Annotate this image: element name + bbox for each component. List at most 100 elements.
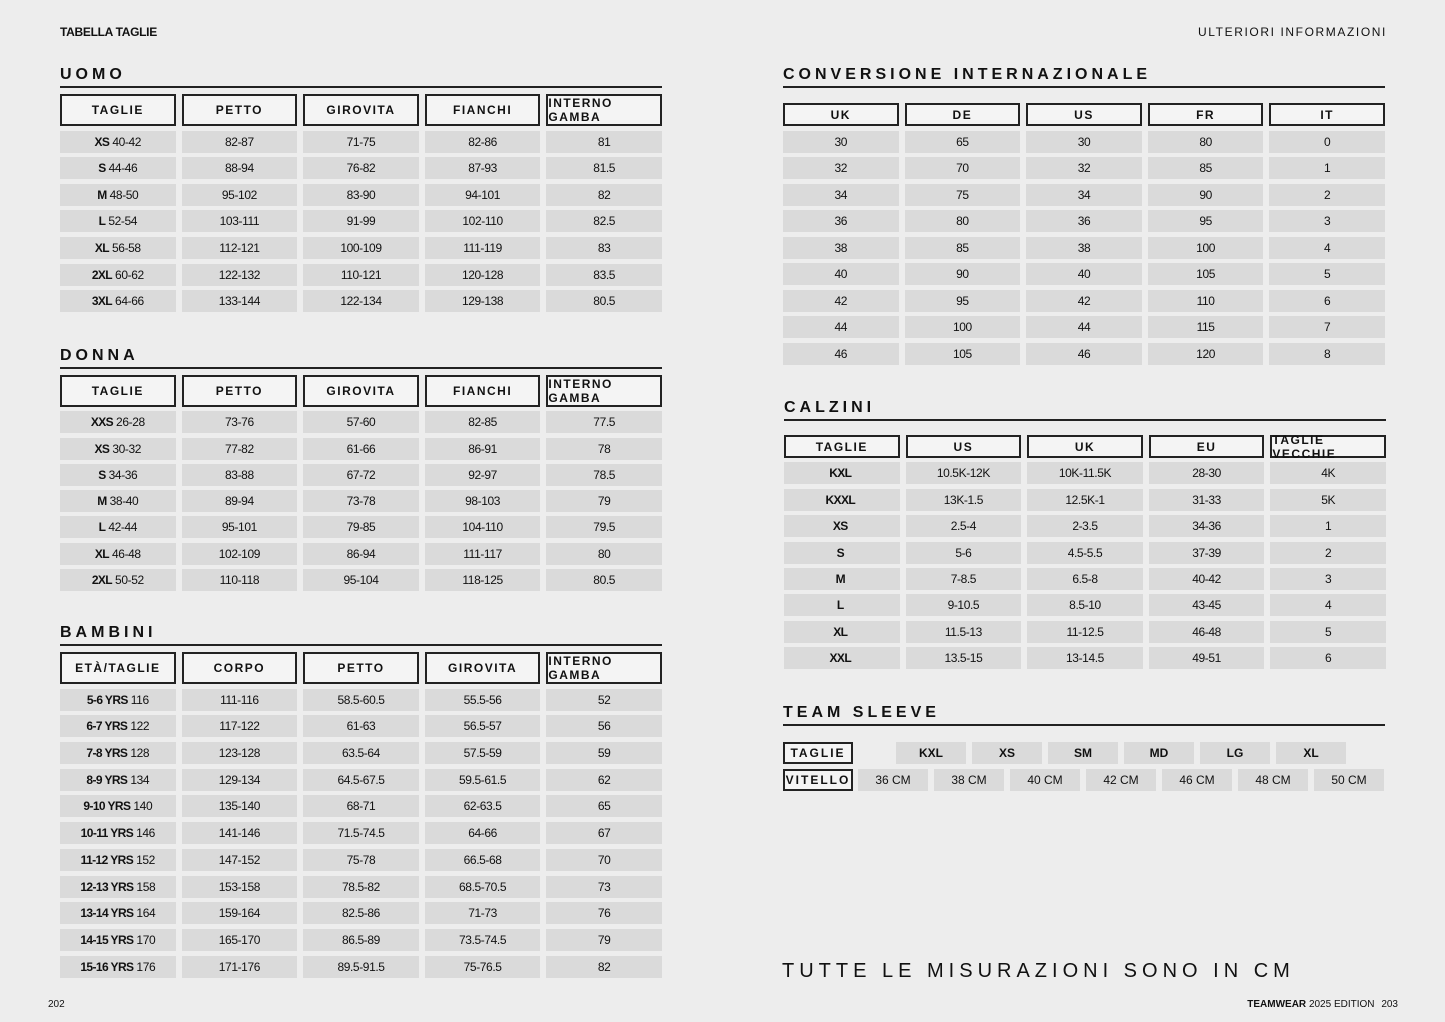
table-cell: 91-99: [303, 210, 419, 233]
size-cell: S 44-46: [60, 157, 176, 180]
size-value: 42-44: [108, 520, 138, 535]
table-cell: 82-85: [424, 411, 541, 434]
table-cell: 58.5-60.5: [303, 688, 419, 711]
table-cell: 165-170: [181, 928, 298, 951]
team-sleeve-sizes-row: TAGLIE: [783, 742, 853, 764]
table-cell: 34: [1026, 183, 1142, 206]
size-cell: 9-10 YRS 140: [60, 795, 176, 818]
size-label: L: [836, 598, 844, 613]
size-label: S: [98, 467, 106, 482]
size-cell: XL 56-58: [60, 236, 176, 259]
size-cell: M 48-50: [60, 183, 176, 206]
table-cell: 147-152: [181, 848, 298, 871]
table-cell: 85: [904, 236, 1021, 259]
table-cell: 56.5-57: [424, 715, 541, 738]
size-label: XXS: [90, 415, 114, 430]
calf-size-cell: 42 CM: [1086, 769, 1156, 791]
table-cell: 68.5-70.5: [424, 875, 541, 898]
table-cell: 75-78: [303, 848, 419, 871]
calf-size-cell: 36 CM: [858, 769, 928, 791]
size-cell: KXXL: [784, 488, 900, 511]
table-cell: 6: [1269, 289, 1385, 312]
table-cell: 61-66: [303, 437, 419, 460]
table-cell: 3: [1270, 567, 1386, 590]
table-cell: 75: [904, 183, 1021, 206]
table-cell: 76: [546, 902, 662, 925]
table-cell: 73-76: [181, 411, 298, 434]
size-label: KXXL: [825, 492, 856, 507]
size-value: 26-28: [116, 415, 145, 430]
team-sleeve-calf-row: VITELLO: [783, 769, 853, 791]
table-cell: 1: [1270, 515, 1386, 538]
size-cell: M: [784, 567, 900, 590]
table-cell: 4: [1270, 594, 1386, 617]
table-cell: 102-110: [424, 210, 541, 233]
size-value: 176: [136, 959, 156, 974]
size-value: 52-54: [108, 214, 138, 229]
size-cell: 6-7 YRS 122: [60, 715, 176, 738]
column-header: UK: [1027, 435, 1143, 458]
size-value: 164: [136, 906, 156, 921]
section-uomo: UOMO TAGLIE PETTO GIROVITA FIANCHI INTERNO G…: [60, 64, 662, 313]
section-title: TEAM SLEEVE: [783, 704, 940, 721]
table-cell: 73: [546, 875, 662, 898]
table-cell: 66.5-68: [424, 848, 541, 871]
table-cell: 77-82: [181, 437, 298, 460]
size-value: 38-40: [109, 494, 139, 509]
column-header: ETÀ/TAGLIE: [60, 652, 176, 684]
size-label: 3XL: [91, 294, 113, 309]
table-cell: 5: [1269, 263, 1385, 285]
size-label: XS: [94, 134, 110, 149]
table-cell: 79-85: [303, 516, 419, 539]
table-cell: 70: [546, 848, 662, 871]
table-cell: 5: [1270, 620, 1386, 643]
table-cell: 46: [783, 342, 899, 365]
table-cell: 112-121: [181, 236, 298, 259]
column-header: CORPO: [181, 652, 298, 684]
sleeve-size-cell: KXL: [896, 742, 966, 764]
column-header: FIANCHI: [424, 94, 541, 126]
divider: [783, 86, 1385, 88]
table-cell: 95-101: [181, 516, 298, 539]
table-cell: 38: [783, 236, 899, 259]
size-value: 44-46: [108, 161, 138, 176]
column-header: PETTO: [303, 652, 419, 684]
table-cell: 90: [1147, 183, 1264, 206]
size-value: 122: [130, 719, 150, 734]
table-cell: 122-132: [181, 263, 298, 286]
table-cell: 95-104: [303, 569, 419, 592]
table-cell: 12.5K-1: [1027, 488, 1143, 511]
column-header: GIROVITA: [303, 375, 419, 407]
table-cell: 8: [1269, 342, 1385, 365]
size-table: TAGLIE US UK EU TAGLIE VECCHIE KXL 10.5K-12K 10…: [784, 433, 1386, 670]
table-cell: 111-116: [181, 688, 298, 711]
brand: TEAMWEAR: [1247, 999, 1307, 1010]
page-number-right: 203: [1381, 999, 1398, 1010]
size-label: 2XL: [91, 573, 113, 588]
section-title: UOMO: [60, 66, 126, 83]
column-header: US: [905, 435, 1022, 458]
column-header: INTERNO GAMBA: [546, 652, 662, 684]
table-cell: 40-42: [1148, 567, 1265, 590]
table-cell: 37-39: [1148, 541, 1265, 564]
size-label: 2XL: [91, 267, 113, 282]
column-header: EU: [1148, 435, 1265, 458]
column-header: TAGLIE VECCHIE: [1270, 433, 1386, 461]
table-cell: 8.5-10: [1027, 594, 1143, 617]
table-cell: 2-3.5: [1027, 515, 1143, 538]
table-cell: 5-6: [905, 541, 1022, 564]
size-label: L: [98, 520, 106, 535]
table-cell: 30: [1026, 130, 1142, 153]
table-cell: 11-12.5: [1027, 620, 1143, 643]
size-value: 64-66: [115, 294, 144, 309]
sleeve-size-cell: MD: [1124, 742, 1194, 764]
table-cell: 115: [1147, 316, 1264, 338]
table-cell: 67: [546, 822, 662, 845]
size-table: TAGLIE PETTO GIROVITA FIANCHI INTERNO GAMBA X…: [60, 94, 662, 313]
size-cell: 14-15 YRS 170: [60, 928, 176, 951]
size-cell: S: [784, 541, 900, 564]
table-cell: 89.5-91.5: [303, 955, 419, 978]
size-value: 140: [133, 799, 153, 814]
table-cell: 36: [783, 210, 899, 232]
table-cell: 80.5: [546, 290, 662, 313]
